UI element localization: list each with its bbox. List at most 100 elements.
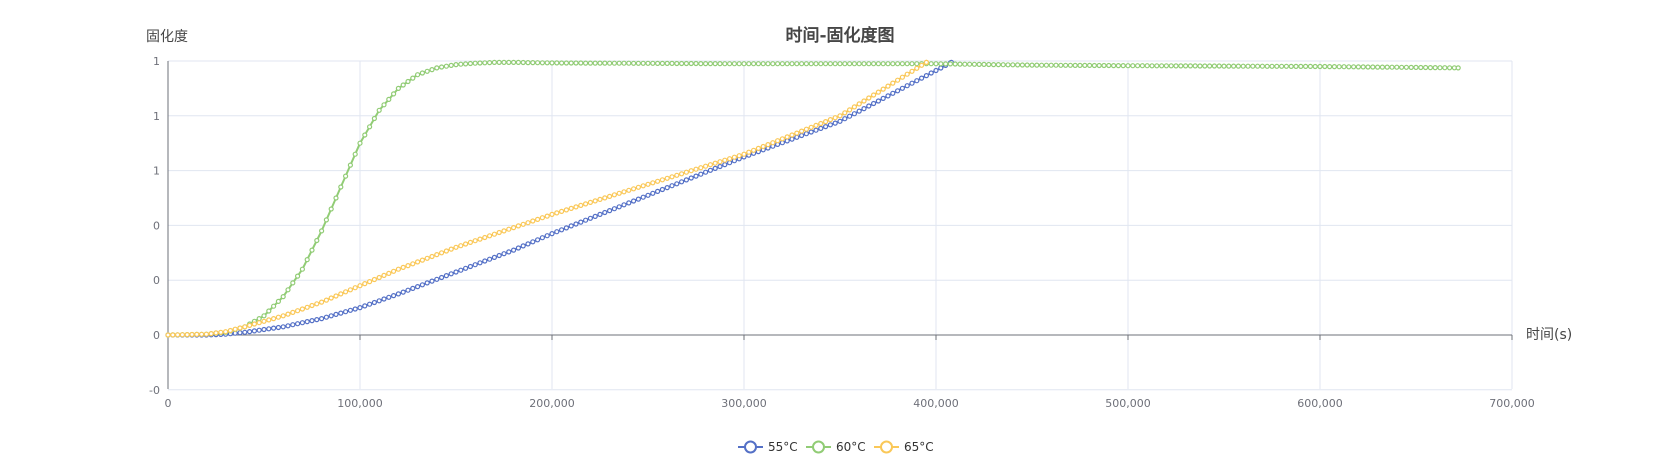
data-point — [885, 93, 891, 99]
data-point — [587, 215, 594, 221]
data-point — [717, 163, 723, 170]
data-point — [722, 61, 728, 67]
data-point — [1178, 63, 1184, 69]
data-point — [525, 59, 531, 66]
data-point — [530, 59, 536, 66]
data-point — [717, 159, 723, 165]
data-point — [304, 257, 310, 263]
data-point — [530, 218, 536, 224]
data-point — [539, 215, 546, 221]
legend-item[interactable]: 60°C — [806, 440, 866, 454]
data-point — [904, 83, 910, 89]
data-point — [928, 70, 934, 76]
data-point — [1398, 64, 1405, 70]
data-point — [885, 83, 891, 89]
data-point — [707, 167, 714, 173]
data-point — [726, 61, 733, 67]
legend[interactable]: 55°C 60°C 65°C — [738, 440, 934, 454]
chart-title: 时间-固化度图 — [785, 25, 894, 46]
data-point — [1197, 63, 1203, 69]
data-point — [995, 61, 1002, 68]
data-point — [463, 241, 469, 247]
data-point — [175, 332, 181, 338]
data-point — [544, 213, 550, 219]
data-point — [813, 127, 819, 133]
x-tick-label: 200,000 — [529, 397, 575, 410]
data-point — [976, 61, 982, 68]
data-point — [352, 285, 358, 291]
data-point — [578, 60, 584, 66]
data-point — [487, 256, 493, 262]
data-point — [251, 321, 257, 327]
data-point — [1144, 63, 1150, 69]
data-point — [496, 59, 502, 66]
data-point — [693, 173, 699, 179]
grid — [168, 60, 1513, 391]
data-point — [669, 183, 675, 189]
data-point — [290, 322, 296, 328]
data-point — [1202, 63, 1208, 69]
data-point — [794, 130, 800, 136]
data-point — [448, 62, 454, 69]
data-point — [1005, 62, 1011, 68]
data-point — [338, 310, 344, 316]
data-point — [386, 270, 392, 276]
data-point — [1250, 63, 1256, 69]
data-point — [1134, 63, 1141, 69]
data-point — [592, 213, 598, 219]
data-point — [367, 124, 373, 130]
data-point — [218, 329, 224, 335]
data-point — [789, 136, 795, 142]
data-point — [573, 204, 579, 210]
data-point — [654, 178, 661, 184]
data-point — [558, 60, 565, 66]
y-tick-label: 0 — [153, 329, 160, 342]
data-point — [314, 317, 320, 323]
y-tick-label: 0 — [153, 274, 160, 287]
data-point — [539, 60, 546, 66]
data-point — [275, 298, 281, 304]
data-point — [463, 265, 469, 271]
data-point — [539, 235, 546, 241]
data-point — [832, 120, 838, 126]
data-point — [846, 61, 853, 67]
data-point — [1403, 64, 1410, 70]
data-point — [458, 267, 464, 273]
data-point — [894, 88, 901, 94]
data-point — [189, 331, 195, 338]
data-point — [621, 189, 627, 195]
data-point — [415, 259, 421, 265]
data-point — [1043, 62, 1050, 68]
data-point — [813, 122, 819, 129]
data-point — [443, 248, 449, 254]
data-point — [1374, 64, 1381, 70]
data-point — [534, 60, 541, 66]
data-point — [746, 149, 752, 155]
data-point — [702, 169, 709, 175]
data-point — [582, 201, 589, 207]
data-point — [597, 211, 603, 217]
data-point — [630, 198, 637, 204]
data-point — [515, 223, 522, 229]
data-point — [818, 120, 824, 127]
y-tick-label: 1 — [153, 165, 160, 178]
data-point — [391, 91, 397, 97]
data-point — [1307, 63, 1314, 70]
legend-item[interactable]: 55°C — [738, 440, 798, 454]
data-point — [510, 59, 517, 66]
data-point — [328, 313, 334, 319]
data-point — [405, 263, 411, 269]
data-point — [472, 60, 478, 66]
legend-item[interactable]: 65°C — [874, 440, 934, 454]
data-point — [597, 60, 603, 66]
data-point — [1149, 63, 1155, 69]
data-point — [434, 65, 440, 71]
data-point — [391, 268, 397, 274]
data-point — [592, 198, 598, 204]
data-point — [1437, 65, 1443, 71]
data-point — [247, 322, 253, 328]
data-point — [443, 63, 449, 69]
x-tick-label: 300,000 — [721, 397, 767, 410]
data-point — [635, 196, 642, 202]
data-point — [1034, 62, 1040, 68]
